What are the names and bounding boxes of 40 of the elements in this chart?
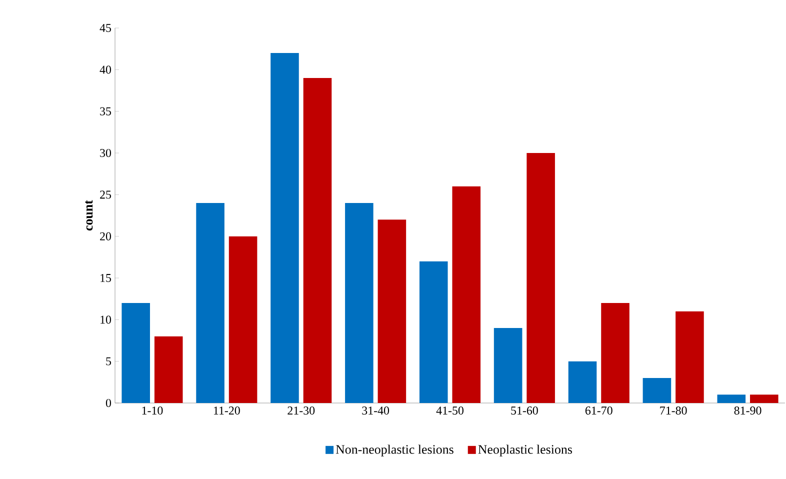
bar — [154, 336, 183, 403]
bar — [196, 202, 224, 403]
bar — [642, 378, 672, 403]
bar — [526, 152, 555, 403]
x-tick-label: 11-20 — [214, 406, 240, 415]
y-tick-label: 30 — [100, 148, 112, 158]
x-tick-label: 81-90 — [734, 406, 762, 415]
y-tick-label: 35 — [100, 107, 112, 116]
legend-label: Neoplastic lesions — [478, 444, 572, 456]
x-tick-label: 1-10 — [142, 406, 163, 415]
bar — [228, 236, 258, 403]
y-tick-label: 25 — [100, 190, 112, 199]
legend-label: Non-neoplastic lesions — [336, 444, 454, 456]
bar — [568, 361, 597, 403]
y-tick-label: 0 — [106, 398, 112, 408]
y-tick-label: 10 — [100, 316, 112, 324]
bar — [676, 311, 704, 403]
x-tick-label: 61-70 — [585, 406, 612, 415]
y-tick-label: 40 — [100, 66, 112, 74]
bar — [750, 394, 778, 403]
x-tick-label: 71-80 — [660, 406, 687, 415]
x-tick-label: 51-60 — [511, 406, 538, 415]
bar — [494, 328, 522, 403]
y-tick-label: 45 — [100, 24, 112, 32]
bar — [303, 78, 332, 403]
y-tick-label: 20 — [100, 232, 112, 240]
y-axis-title: count — [85, 200, 93, 231]
bar — [717, 394, 746, 403]
y-tick-label: 5 — [106, 357, 112, 366]
bar — [452, 186, 481, 403]
x-tick-label: 21-30 — [288, 406, 315, 415]
bar — [122, 303, 150, 403]
x-tick-label: 41-50 — [436, 406, 464, 415]
bar — [419, 261, 448, 403]
x-tick-label: 31-40 — [362, 406, 390, 415]
bar — [345, 202, 374, 403]
bar — [378, 220, 406, 403]
y-tick-label: 15 — [100, 274, 112, 282]
bar — [270, 52, 299, 403]
bar — [601, 303, 630, 403]
